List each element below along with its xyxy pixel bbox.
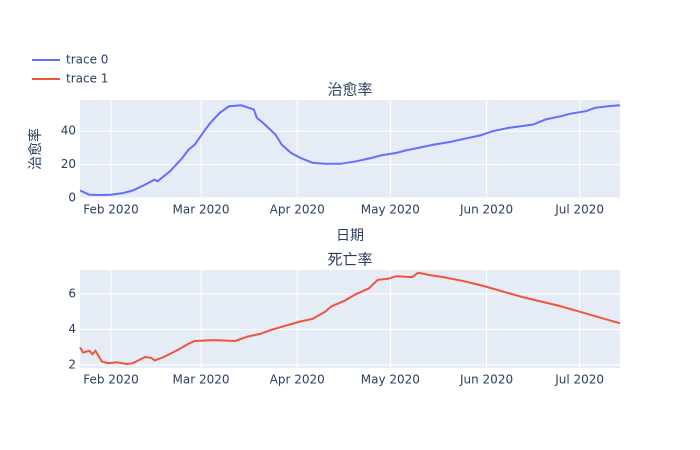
x-tick-label: Jul 2020 xyxy=(554,373,604,387)
x-axis-title: 日期 xyxy=(336,228,364,244)
x-tick-label: Feb 2020 xyxy=(83,373,139,387)
plot-background xyxy=(80,270,620,368)
y-axis-title: 治愈率 xyxy=(27,128,44,170)
data-line xyxy=(79,104,621,197)
x-tick-label: Mar 2020 xyxy=(173,203,230,217)
x-tick-label: Apr 2020 xyxy=(270,203,325,217)
legend-label: trace 0 xyxy=(66,53,108,67)
x-tick-label: Jun 2020 xyxy=(459,373,513,387)
data-line xyxy=(79,271,621,366)
y-tick-label: 0 xyxy=(68,191,76,205)
legend-label: trace 1 xyxy=(66,72,108,86)
x-tick-label: May 2020 xyxy=(361,203,420,217)
x-tick-label: Mar 2020 xyxy=(173,373,230,387)
plot-background xyxy=(80,100,620,198)
y-tick-label: 4 xyxy=(68,322,76,336)
subplot-title: 死亡率 xyxy=(327,251,372,269)
y-tick-label: 20 xyxy=(61,157,76,171)
y-tick-label: 6 xyxy=(68,286,76,300)
x-tick-label: May 2020 xyxy=(361,373,420,387)
x-tick-label: Apr 2020 xyxy=(270,373,325,387)
subplot-title: 治愈率 xyxy=(327,81,372,99)
x-tick-label: Jul 2020 xyxy=(554,203,604,217)
x-tick-label: Jun 2020 xyxy=(459,203,513,217)
y-tick-label: 40 xyxy=(61,124,76,138)
x-tick-label: Feb 2020 xyxy=(83,203,139,217)
y-tick-label: 2 xyxy=(68,357,76,371)
